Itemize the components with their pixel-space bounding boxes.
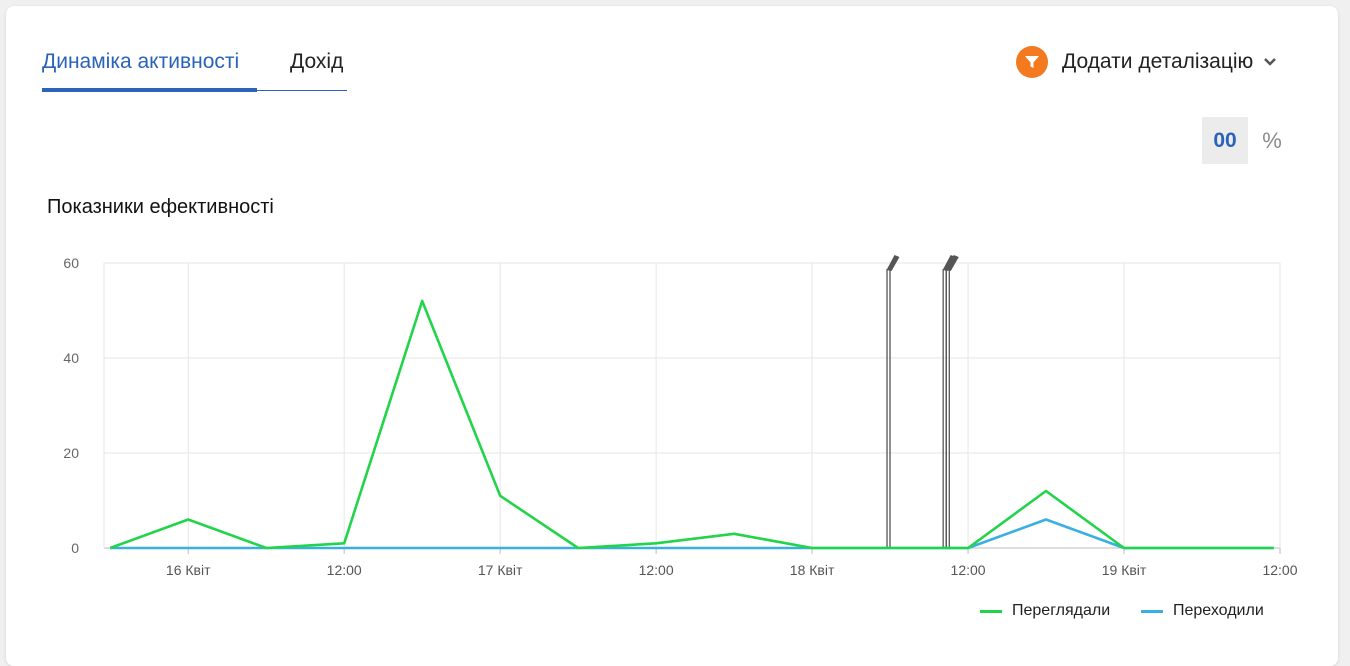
tab-revenue[interactable]: Дохід: [290, 50, 344, 73]
event-marker-flag: [886, 255, 900, 271]
series-line-viewed: [109, 299, 1274, 550]
x-tick-label: 12:00: [1262, 562, 1297, 578]
performance-chart: 0 20 40 60 16 Квіт 12:00 17 Квіт 12:00 18 Квіт 12…: [63, 255, 1298, 578]
chart-title: Показники ефективності: [47, 196, 274, 218]
x-tick-label: 18 Квіт: [790, 562, 835, 578]
chevron-down-icon: [1263, 57, 1277, 67]
funnel-icon: [1016, 46, 1048, 78]
percent-toggle[interactable]: %: [1262, 127, 1282, 153]
absolute-values-toggle[interactable]: 00: [1202, 117, 1248, 164]
tab-underline: [257, 90, 347, 91]
legend-label-clicked: Переходили: [1173, 602, 1264, 619]
add-detail-label: Додати деталізацію: [1062, 50, 1254, 73]
x-tick-label: 12:00: [639, 562, 674, 578]
legend-swatch-clicked: [1141, 609, 1163, 613]
x-tick-label: 17 Квіт: [478, 562, 523, 578]
x-tick-label: 16 Квіт: [166, 562, 211, 578]
activity-card: Динаміка активності Дохід Додати деталіз…: [6, 6, 1338, 666]
y-tick-label: 20: [63, 445, 79, 461]
y-tick-label: 60: [63, 255, 79, 271]
tab-activity-dynamics[interactable]: Динаміка активності: [42, 50, 240, 73]
legend-label-viewed: Переглядали: [1012, 602, 1111, 619]
active-tab-indicator: [42, 88, 257, 92]
add-detail-button[interactable]: Додати деталізацію: [1016, 46, 1277, 78]
legend-swatch-viewed: [980, 609, 1002, 613]
legend-item-viewed[interactable]: Переглядали: [980, 602, 1110, 620]
x-tick-label: 12:00: [327, 562, 362, 578]
event-marker-flag: [945, 255, 959, 271]
y-tick-label: 40: [63, 350, 79, 366]
y-tick-label: 0: [71, 540, 79, 556]
series-line-clicked: [110, 518, 1274, 550]
x-tick-label: 12:00: [951, 562, 986, 578]
legend-item-clicked[interactable]: Переходили: [1141, 602, 1264, 620]
x-tick-label: 19 Квіт: [1102, 562, 1147, 578]
